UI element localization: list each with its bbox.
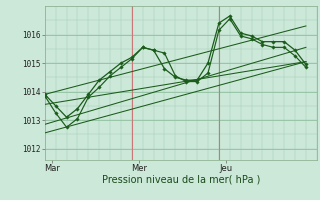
- X-axis label: Pression niveau de la mer( hPa ): Pression niveau de la mer( hPa ): [102, 175, 260, 185]
